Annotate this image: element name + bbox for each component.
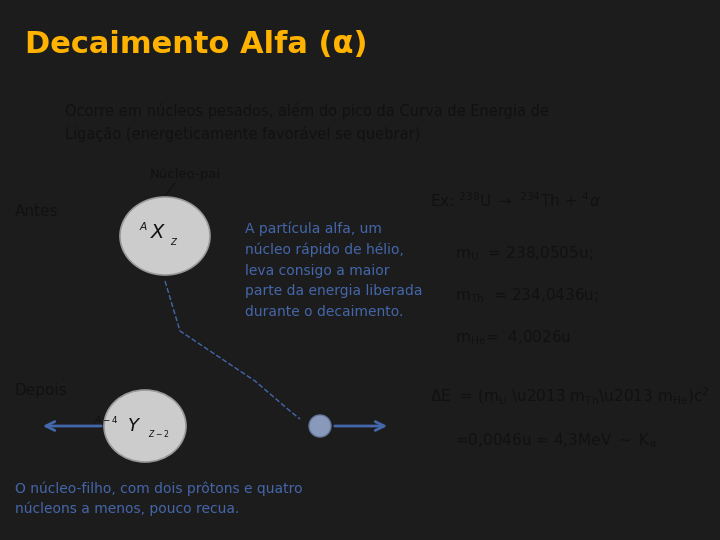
Text: A partícula alfa, um
núcleo rápido de hélio,
leva consigo a maior
parte da energ: A partícula alfa, um núcleo rápido de hé… — [245, 221, 423, 319]
Text: Decaimento Alfa (α): Decaimento Alfa (α) — [25, 30, 368, 59]
Text: $\Delta$E  = (m$_\mathrm{U}$ \u2013 m$_\mathrm{Th}$\u2013 m$_\mathrm{He}$)c$^2$: $\Delta$E = (m$_\mathrm{U}$ \u2013 m$_\m… — [430, 386, 709, 407]
Ellipse shape — [309, 415, 331, 437]
Text: O núcleo-filho, com dois prôtons e quatro
núcleons a menos, pouco recua.: O núcleo-filho, com dois prôtons e quatr… — [15, 481, 302, 516]
Text: $^{A-4}\!\!$: $^{A-4}\!\!$ — [94, 416, 118, 429]
Text: =0,0046u = 4,3MeV $\sim$ K$_\alpha$: =0,0046u = 4,3MeV $\sim$ K$_\alpha$ — [455, 431, 658, 450]
Text: m$_\mathrm{He}$=  4,0026u: m$_\mathrm{He}$= 4,0026u — [455, 328, 571, 347]
Text: Núcleo-pai: Núcleo-pai — [150, 168, 220, 181]
Text: m$_\mathrm{U}$  = 238,0505u;: m$_\mathrm{U}$ = 238,0505u; — [455, 244, 593, 262]
Text: $_Z$: $_Z$ — [170, 235, 179, 248]
Text: $^A\!$: $^A\!$ — [139, 224, 148, 239]
Text: X: X — [151, 224, 165, 242]
Text: m$_\mathrm{Th}$  = 234,0436u;: m$_\mathrm{Th}$ = 234,0436u; — [455, 286, 599, 305]
Text: Ocorre em núcleos pesados, além do pico da Curva de Energia de
Ligação (energeti: Ocorre em núcleos pesados, além do pico … — [65, 103, 549, 141]
Text: Y: Y — [127, 417, 138, 435]
Text: $_{Z-2}$: $_{Z-2}$ — [148, 429, 169, 441]
Ellipse shape — [120, 197, 210, 275]
Text: Ex: $^{238}$U $\rightarrow$ $^{234}$Th + $^4\alpha$: Ex: $^{238}$U $\rightarrow$ $^{234}$Th +… — [430, 191, 601, 210]
Text: Depois: Depois — [15, 383, 68, 399]
Text: Antes: Antes — [15, 204, 58, 219]
Ellipse shape — [104, 390, 186, 462]
